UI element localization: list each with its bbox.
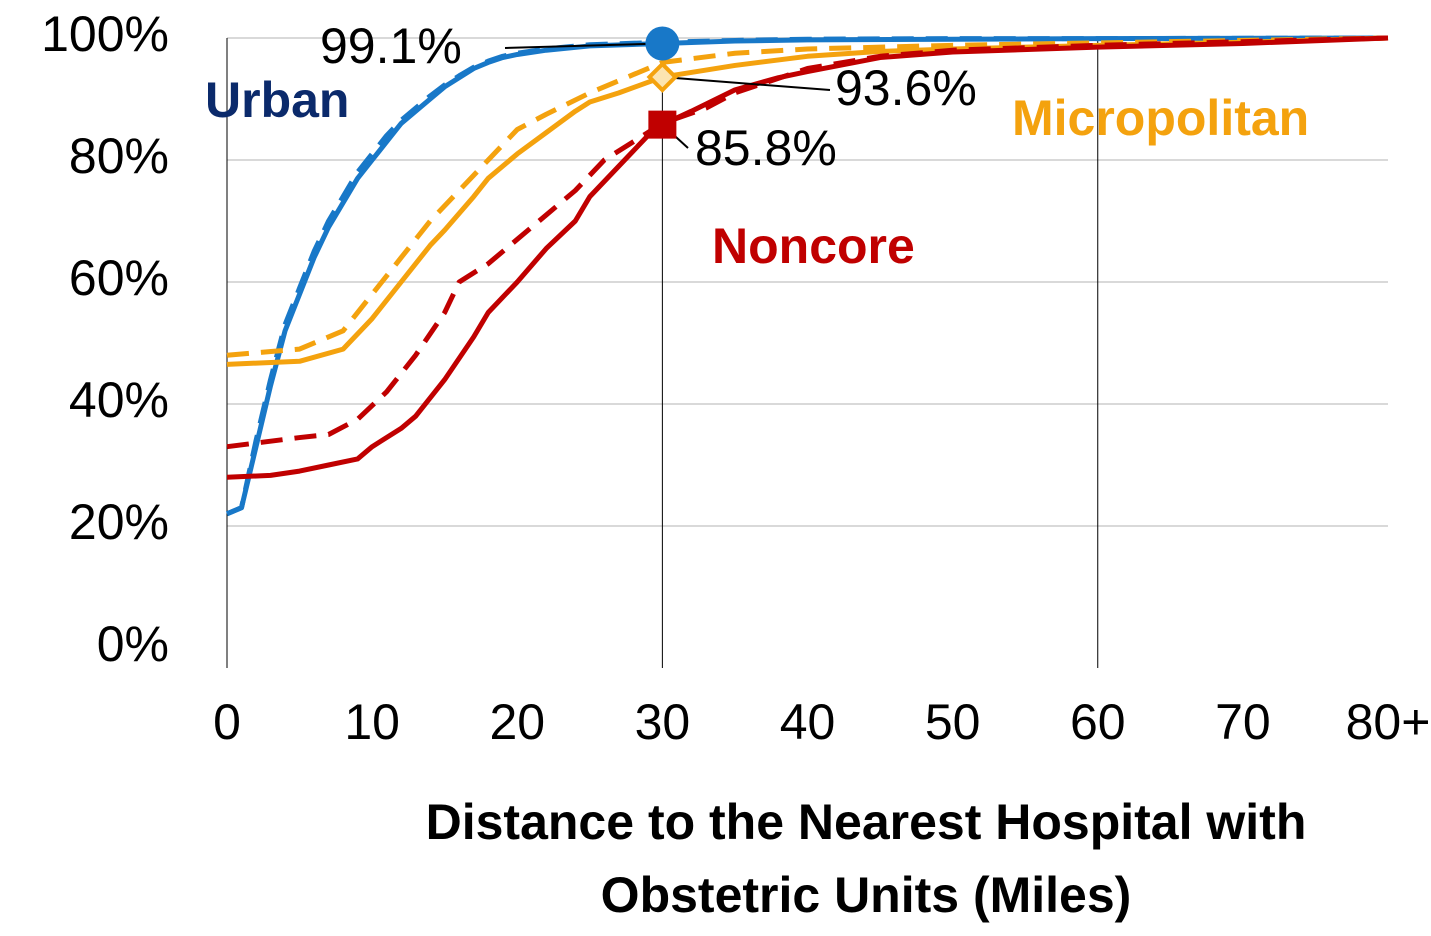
leader-line <box>662 76 831 91</box>
point-label: 93.6% <box>835 60 977 116</box>
x-tick-label: 60 <box>1070 694 1126 750</box>
group-label: Noncore <box>712 218 915 274</box>
point-marker <box>648 110 677 139</box>
y-tick-label: 100% <box>41 6 169 62</box>
x-tick-label: 50 <box>925 694 981 750</box>
group-label: Urban <box>205 72 349 128</box>
x-axis-title: Obstetric Units (Miles) <box>601 867 1132 923</box>
line <box>226 35 1389 480</box>
line <box>226 35 1389 367</box>
y-tick-label: 60% <box>69 250 169 306</box>
point-marker <box>646 61 679 93</box>
line <box>226 35 1389 358</box>
x-tick-label: 30 <box>635 694 691 750</box>
x-tick-label: 10 <box>344 694 400 750</box>
x-axis-title: Distance to the Nearest Hospital with <box>426 794 1307 850</box>
line <box>226 35 1389 517</box>
point-label: 99.1% <box>320 18 462 74</box>
group-label: Micropolitan <box>1012 90 1309 146</box>
y-tick-label: 80% <box>69 128 169 184</box>
x-tick-label: 40 <box>780 694 836 750</box>
line <box>226 35 1389 450</box>
x-tick-label: 0 <box>213 694 241 750</box>
y-tick-label: 0% <box>97 616 169 672</box>
point-marker <box>645 26 680 61</box>
y-tick-label: 40% <box>69 372 169 428</box>
x-tick-label: 80+ <box>1346 694 1431 750</box>
x-tick-label: 70 <box>1215 694 1271 750</box>
y-tick-label: 20% <box>69 494 169 550</box>
leader-line <box>504 42 663 49</box>
x-tick-label: 20 <box>489 694 545 750</box>
point-label: 85.8% <box>695 120 837 176</box>
